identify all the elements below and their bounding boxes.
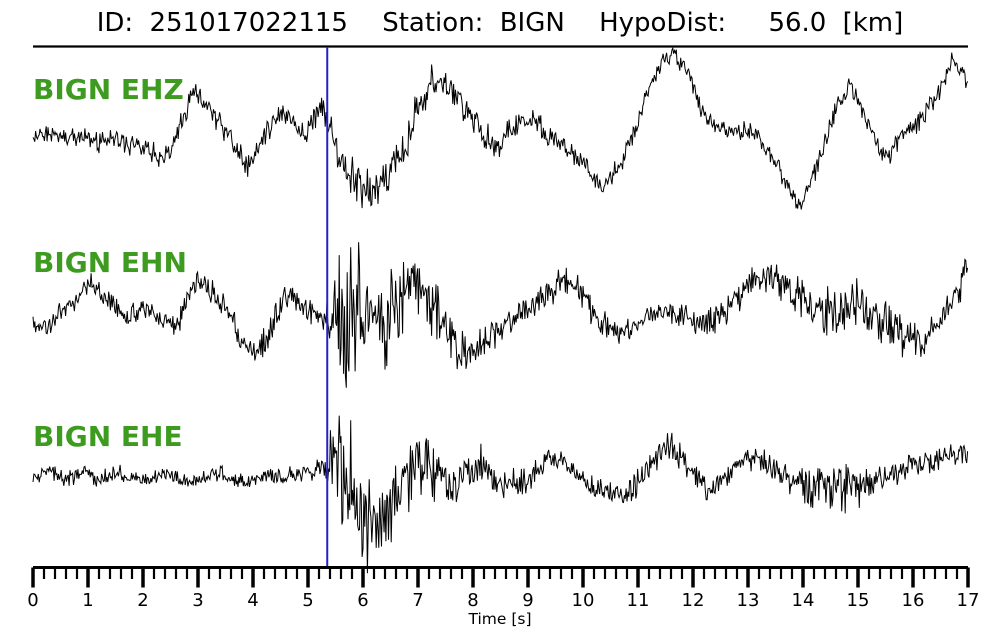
figure-title: ID: 251017022115 Station: BIGN HypoDist:… <box>0 8 1000 38</box>
x-tick-label: 7 <box>412 590 423 611</box>
axis-tick-labels: 0 1 2 3 4 5 6 7 8 9 10 11 12 13 14 15 16 17 <box>27 590 979 611</box>
time-axis-label: Time [s] <box>467 610 531 628</box>
x-tick-label: 9 <box>522 590 533 611</box>
x-tick-label: 10 <box>572 590 595 611</box>
time-axis: 0 1 2 3 4 5 6 7 8 9 10 11 12 13 14 15 16 17 Time [s] <box>27 566 979 628</box>
waveform-traces <box>32 46 969 574</box>
x-tick-label: 14 <box>792 590 815 611</box>
channel-label-ehz: BIGN EHZ <box>33 73 184 106</box>
x-tick-label: 1 <box>82 590 93 611</box>
event-id-label: ID: <box>96 8 134 38</box>
x-tick-label: 4 <box>247 590 258 611</box>
station-value: BIGN <box>499 8 565 38</box>
event-id-value: 251017022115 <box>149 8 348 38</box>
hypodist-label: HypoDist: <box>599 8 727 38</box>
waveform-trace-ehz <box>32 46 969 210</box>
x-tick-label: 8 <box>467 590 478 611</box>
waveform-trace-ehe <box>32 415 969 574</box>
x-tick-label: 17 <box>957 590 980 611</box>
x-tick-label: 6 <box>357 590 368 611</box>
axis-ticks <box>31 567 970 588</box>
x-tick-label: 12 <box>682 590 705 611</box>
x-tick-label: 16 <box>902 590 925 611</box>
waveform-trace-ehn <box>32 242 969 388</box>
x-tick-label: 3 <box>192 590 203 611</box>
x-tick-label: 5 <box>302 590 313 611</box>
x-tick-label: 13 <box>737 590 760 611</box>
x-tick-label: 2 <box>137 590 148 611</box>
channel-label-ehe: BIGN EHE <box>33 420 183 453</box>
hypodist-unit: [km] <box>842 8 904 38</box>
hypodist-value: 56.0 <box>768 8 827 38</box>
x-tick-label: 15 <box>847 590 870 611</box>
x-tick-label: 11 <box>627 590 650 611</box>
channel-label-ehn: BIGN EHN <box>33 246 187 279</box>
station-label: Station: <box>382 8 484 38</box>
x-tick-label: 0 <box>27 590 38 611</box>
